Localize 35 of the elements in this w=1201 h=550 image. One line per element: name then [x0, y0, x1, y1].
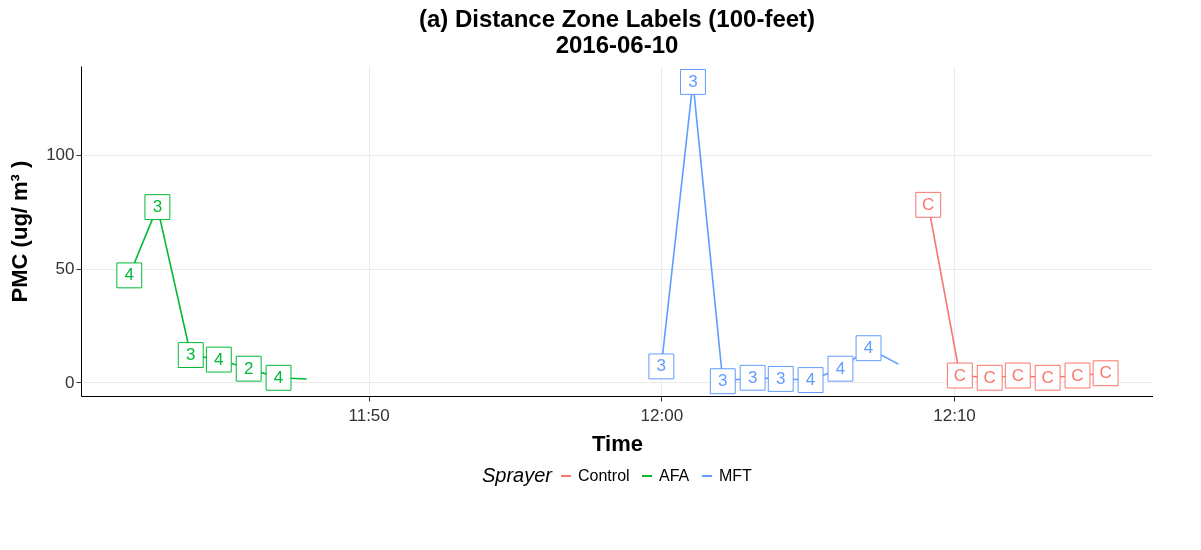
annotation: 3 [718, 371, 728, 391]
legend-title: Sprayer [482, 464, 554, 486]
annotation: 4 [124, 265, 135, 285]
chart-title: (a) Distance Zone Labels (100-feet) [418, 5, 816, 32]
y-axis-title: PMC (ug/ m³ ) [7, 160, 33, 303]
legend-label: AFA [659, 467, 690, 484]
x-tick-label: 11:50 [348, 405, 390, 425]
annotation: 3 [747, 367, 758, 387]
annotation: C [953, 365, 966, 385]
y-tick-label: 100 [46, 145, 75, 165]
annotation: 4 [214, 349, 224, 369]
annotation: 4 [273, 367, 284, 387]
annotation: C [1071, 365, 1084, 385]
legend-label: Control [578, 467, 630, 484]
y-tick-label: 0 [65, 372, 75, 392]
annotation: 4 [805, 370, 816, 390]
annotation: 3 [776, 368, 786, 388]
annotation: C [1099, 363, 1112, 383]
annotation: 4 [863, 338, 874, 358]
annotation: 3 [152, 197, 163, 217]
legend-label: MFT [719, 467, 753, 484]
annotation: C [922, 194, 935, 214]
annotation: 3 [688, 71, 698, 91]
y-tick-label: 50 [55, 259, 75, 279]
annotation: C [1011, 365, 1024, 385]
annotation: 3 [656, 356, 667, 376]
annotation: 3 [186, 345, 196, 365]
chart-subtitle: 2016-06-10 [555, 31, 679, 58]
x-tick-label: 12:00 [640, 405, 684, 425]
annotation: C [983, 367, 996, 387]
annotation: C [1041, 367, 1054, 387]
annotation: 2 [243, 358, 254, 378]
x-tick-label: 12:10 [933, 405, 976, 425]
x-axis-title: Time [592, 430, 643, 456]
annotation: 4 [835, 358, 846, 378]
